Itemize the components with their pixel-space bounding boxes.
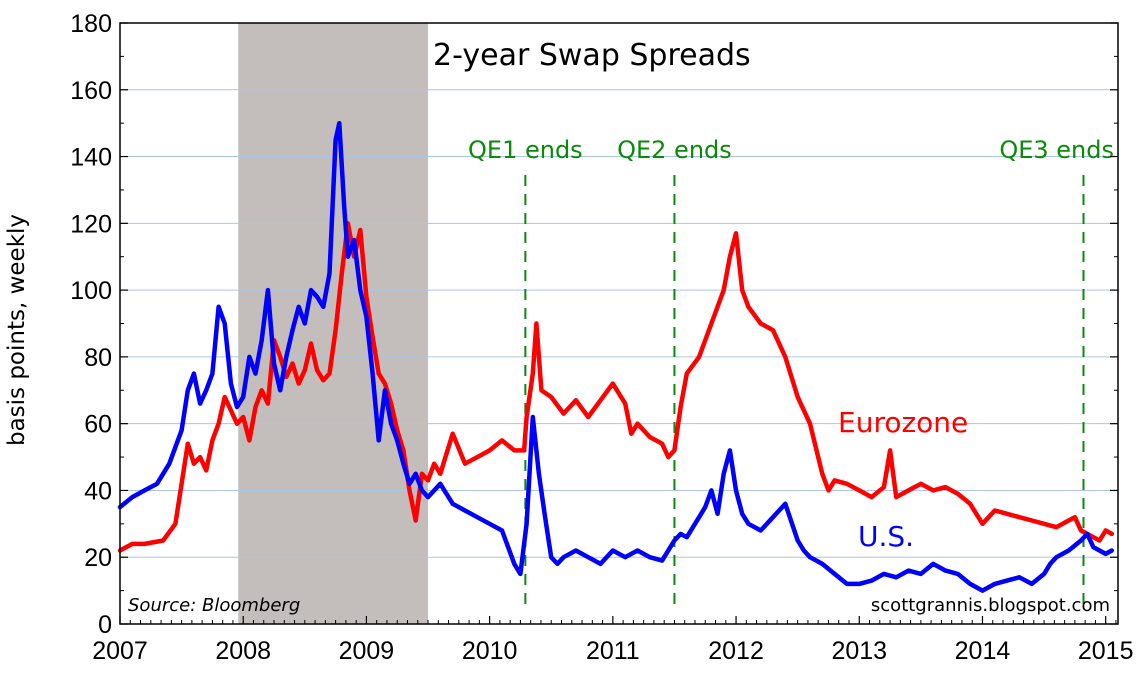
y-axis-label: basis points, weekly xyxy=(4,214,30,446)
x-tick-label: 2013 xyxy=(831,637,887,665)
series-line-us xyxy=(117,120,1115,593)
x-tick-label: 2008 xyxy=(215,637,271,665)
x-tick-label: 2012 xyxy=(708,637,764,665)
x-tick-label: 2011 xyxy=(586,637,640,665)
y-tick-label: 0 xyxy=(98,611,112,639)
qe-end-label: QE1 ends xyxy=(468,136,583,164)
source-note: Source: Bloomberg xyxy=(128,595,300,616)
qe-end-label: QE3 ends xyxy=(999,136,1114,164)
y-tick-label: 120 xyxy=(70,210,112,238)
series-line-eurozone xyxy=(117,221,1115,553)
y-tick-label: 180 xyxy=(70,10,112,38)
chart-title: 2-year Swap Spreads xyxy=(433,38,751,73)
y-tick-label: 140 xyxy=(70,144,112,172)
x-tick-label: 2009 xyxy=(339,637,395,665)
series-label-eurozone: Eurozone xyxy=(838,406,968,439)
y-tick-label: 40 xyxy=(84,477,112,505)
y-tick-label: 60 xyxy=(84,411,112,439)
credit-note: scottgrannis.blogspot.com xyxy=(871,595,1110,616)
series-label-us: U.S. xyxy=(858,520,914,553)
x-tick-label: 2007 xyxy=(92,637,148,665)
y-tick-label: 20 xyxy=(84,544,112,572)
x-tick-label: 2010 xyxy=(462,637,518,665)
x-tick-label: 2015 xyxy=(1078,637,1134,665)
y-tick-label: 100 xyxy=(70,277,112,305)
y-tick-label: 160 xyxy=(70,77,112,105)
recession-shading xyxy=(238,23,429,624)
y-tick-label: 80 xyxy=(84,344,112,372)
x-tick-label: 2014 xyxy=(955,637,1011,665)
qe-end-label: QE2 ends xyxy=(617,136,732,164)
